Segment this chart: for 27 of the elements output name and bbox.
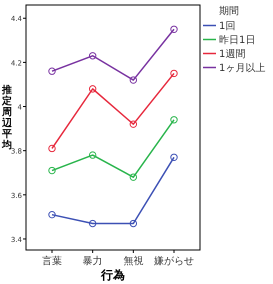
point — [130, 76, 138, 84]
point — [170, 116, 178, 124]
legend-label: 昨日1日 — [219, 34, 256, 46]
x-tick-label: 言葉 — [42, 255, 62, 267]
point — [48, 68, 56, 75]
point — [88, 151, 96, 159]
point — [88, 220, 96, 228]
point — [170, 154, 178, 161]
legend-title: 期間 — [219, 5, 239, 17]
point — [48, 166, 56, 174]
point — [88, 52, 96, 60]
y-axis-title: 推定周辺平均 — [1, 84, 13, 151]
point — [48, 210, 56, 218]
x-tick-label: 無視 — [123, 255, 144, 267]
point — [88, 85, 96, 93]
point — [130, 120, 138, 128]
point — [48, 144, 56, 152]
legend-label: 1週間 — [219, 49, 246, 60]
x-axis-title: 行為 — [100, 268, 125, 282]
point — [130, 220, 138, 228]
x-tick-label: 暴力 — [82, 255, 103, 267]
legend-label: 1ヶ月以上 — [219, 62, 266, 74]
point — [170, 70, 178, 78]
legend-label: 1回 — [219, 21, 236, 32]
point — [170, 26, 178, 33]
point — [130, 173, 138, 181]
x-tick-label: 嫌がらせ — [154, 255, 194, 267]
